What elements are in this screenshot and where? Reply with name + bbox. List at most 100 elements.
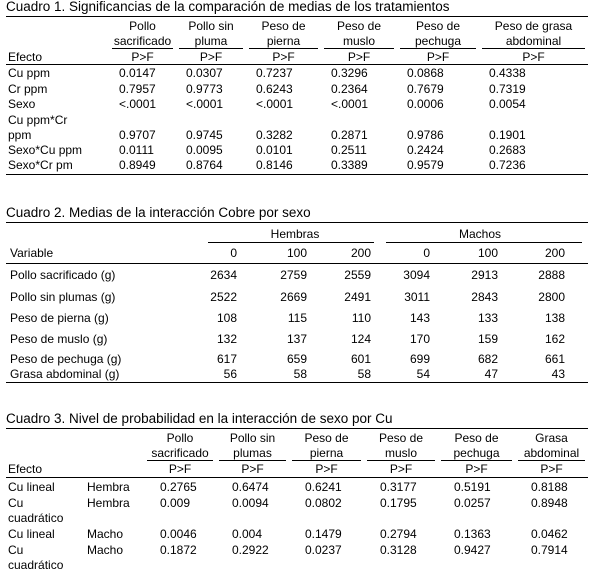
table1-row-effect: Sexo*Cu ppm xyxy=(8,143,83,157)
table2-cell: 2888 xyxy=(538,268,565,282)
table2-cell: 159 xyxy=(477,332,498,346)
table2-group-rule-machos xyxy=(386,242,582,243)
table3-col-header-line2: pechuga xyxy=(453,446,500,460)
table3-row-sex: Hembra xyxy=(87,496,130,510)
table1-cell: 0.9786 xyxy=(407,128,444,142)
table3-row-effect: cuadrático xyxy=(8,558,64,572)
table2-cell: 659 xyxy=(286,352,307,366)
table1-col-rule xyxy=(482,48,585,49)
table1-cell: 0.2364 xyxy=(331,82,368,96)
table2-group-rule-hembras xyxy=(208,242,374,243)
table3-subheader: P>F xyxy=(315,462,338,476)
table1-top-rule xyxy=(6,16,588,17)
table1-cell: 0.0868 xyxy=(407,66,444,80)
table3-row-effect: Cu xyxy=(8,496,24,510)
table3-cell: 0.3128 xyxy=(380,543,417,557)
table3-row-effect: Cu lineal xyxy=(8,527,55,541)
table3-col-rule xyxy=(518,460,585,461)
table1-col-rule xyxy=(400,48,476,49)
table2-cell: 2913 xyxy=(471,268,498,282)
table1-subheader: P>F xyxy=(199,50,223,64)
table3-col-header-line2: plumas xyxy=(233,446,272,460)
table1-cell: 0.2683 xyxy=(489,143,526,157)
table3-cell: 0.1479 xyxy=(305,527,342,541)
table3-cell: 0.004 xyxy=(232,527,263,541)
table1-col-header-line2: pluma xyxy=(194,34,228,48)
table2-cell: 2669 xyxy=(280,290,307,304)
table2-cell: 137 xyxy=(286,332,307,346)
table3-cell: 0.7914 xyxy=(531,543,568,557)
table1-cell: 0.8949 xyxy=(119,158,156,172)
table2-group-hembras: Hembras xyxy=(270,227,320,241)
table3-subheader: P>F xyxy=(241,462,264,476)
table1-cell: <.0001 xyxy=(186,97,224,111)
table3-subheader: P>F xyxy=(168,462,192,476)
table1-cell: 0.0307 xyxy=(186,66,223,80)
table1-cell: 0.3389 xyxy=(331,158,368,172)
table1-col-header-line1: Peso de xyxy=(415,19,461,33)
table1-col-header-line1: Pollo xyxy=(129,19,156,33)
table3-cell: 0.0046 xyxy=(160,527,197,541)
table1-subheader: P>F xyxy=(347,50,371,64)
table3-col-rule xyxy=(367,460,435,461)
table2-cell: 133 xyxy=(477,311,498,325)
table2-row-name: Peso de pechuga (g) xyxy=(10,352,122,366)
table2-cell: 2843 xyxy=(471,290,498,304)
table1-col-rule xyxy=(112,48,173,49)
table1-cell: 0.7236 xyxy=(489,158,526,172)
table2-cell: 54 xyxy=(416,367,430,381)
table1-col-header-line2: pierna xyxy=(266,34,301,48)
table1-col-header-line2: pechuga xyxy=(414,34,462,48)
table3-subheader: P>F xyxy=(540,462,563,476)
table3-row-sex: Hembra xyxy=(87,480,130,494)
table2-level-header: 0 xyxy=(230,246,237,260)
table3-col-header-line1: Pollo sin xyxy=(229,431,276,445)
table2-cell: 110 xyxy=(351,311,371,325)
table1-cell: 0.3296 xyxy=(331,66,368,80)
table3-cell: 0.0237 xyxy=(305,543,342,557)
table2-cell: 43 xyxy=(551,367,565,381)
table1-col-rule xyxy=(249,48,318,49)
table2-row-name: Pollo sacrificado (g) xyxy=(10,268,116,282)
table3-cell: 0.1363 xyxy=(454,527,491,541)
table1-cell: 0.8146 xyxy=(256,158,293,172)
table1-col-header-line2: sacrificado xyxy=(113,34,172,48)
table2-cell: 3011 xyxy=(404,290,430,304)
table1-cell: 0.9579 xyxy=(407,158,444,172)
table1-col-rule xyxy=(324,48,394,49)
table3-col-header-line2: sacrificado xyxy=(151,446,209,460)
table1-cell: 0.9773 xyxy=(186,82,223,96)
table2-cell: 143 xyxy=(409,311,430,325)
table2-row-name: Peso de pierna (g) xyxy=(10,311,109,325)
table1-col-header-line1: Peso de grasa xyxy=(494,19,573,33)
table1-subheader: P>F xyxy=(426,50,450,64)
table2-variable-label: Variable xyxy=(10,246,54,260)
table3-cell: 0.6474 xyxy=(232,480,269,494)
table2-cell: 58 xyxy=(293,367,307,381)
table3-cell: 0.0462 xyxy=(531,527,568,541)
table2-cell: 2559 xyxy=(344,268,371,282)
table3-cell: 0.2922 xyxy=(232,543,269,557)
table1-row-effect: ppm xyxy=(8,128,32,142)
table2-cell: 2800 xyxy=(538,290,565,304)
table3-cell: 0.5191 xyxy=(454,480,491,494)
table2-cell: 138 xyxy=(544,311,565,325)
table1-cell: 0.7679 xyxy=(407,82,444,96)
table2-row-name: Peso de muslo (g) xyxy=(10,332,108,346)
table3-cell: 0.009 xyxy=(160,496,191,510)
table1-row-effect: Sexo xyxy=(8,97,36,111)
table2-level-header: 200 xyxy=(350,246,371,260)
table3-cell: 0.9427 xyxy=(454,543,491,557)
table2-cell: 58 xyxy=(357,367,371,381)
table2-bottom-rule xyxy=(6,382,588,383)
table3-cell: 0.0094 xyxy=(232,496,269,510)
table3-col-rule xyxy=(292,460,361,461)
table2-cell: 2522 xyxy=(210,290,237,304)
table1-cell: 0.7319 xyxy=(489,82,526,96)
table1-cell: 0.2871 xyxy=(331,128,368,142)
table1-cell: 0.0095 xyxy=(186,143,223,157)
table1-cell: 0.0101 xyxy=(256,143,293,157)
table1-cell: 0.0054 xyxy=(489,97,526,111)
table3-cell: 0.6241 xyxy=(305,480,342,494)
table3-col-rule xyxy=(147,460,213,461)
